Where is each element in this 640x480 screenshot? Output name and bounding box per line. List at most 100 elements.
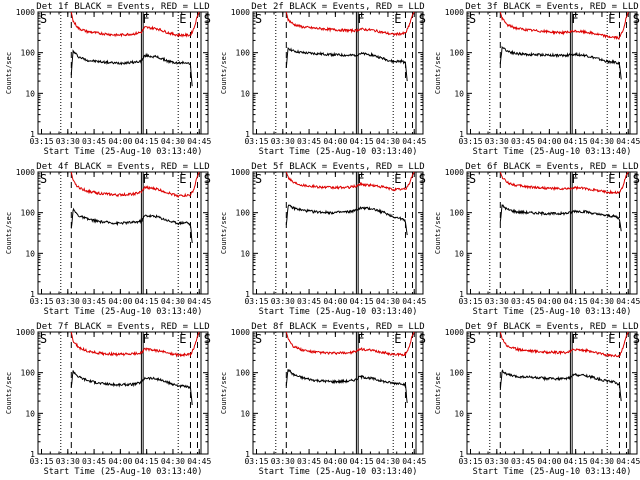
y-tick-label: 1000 [231, 168, 250, 177]
x-tick-label: 04:00 [323, 137, 347, 146]
y-axis-label: Counts/sec [434, 372, 442, 414]
y-axis-label: Counts/sec [5, 372, 13, 414]
events-series-line [70, 370, 193, 406]
y-axis-label: Counts/sec [5, 212, 13, 254]
plot-frame [37, 331, 209, 455]
x-axis-label: Start Time (25-Aug-10 03:13:40) [473, 467, 632, 477]
detector-panel: Det 7f BLACK = Events, RED = LLD 1 10 100 10… [5, 322, 211, 477]
x-axis-label: Start Time (25-Aug-10 03:13:40) [259, 307, 418, 317]
x-tick-label: 04:15 [135, 297, 159, 306]
event-marker-label: E [608, 172, 615, 186]
event-marker-label: E [179, 332, 186, 346]
x-tick-label: 04:45 [616, 137, 640, 146]
event-marker-label: S [469, 12, 476, 26]
y-axis-label: Counts/sec [434, 52, 442, 94]
y-tick-label: 10 [240, 249, 250, 258]
detector-panel: Det 3f BLACK = Events, RED = LLD 1 10 100 10… [434, 2, 640, 157]
y-tick-label: 1 [245, 450, 250, 459]
x-tick-label: 04:30 [161, 137, 185, 146]
x-tick-label: 04:30 [590, 297, 614, 306]
x-tick-label: 03:30 [56, 457, 80, 466]
x-tick-label: 04:00 [108, 137, 132, 146]
event-marker-label: S [204, 12, 211, 26]
y-tick-label: 100 [236, 369, 251, 378]
event-marker-label: E [608, 12, 615, 26]
x-tick-label: 04:15 [564, 297, 588, 306]
lld-series-line [70, 331, 200, 358]
x-tick-label: 04:15 [350, 137, 374, 146]
events-series-line [499, 369, 622, 402]
x-tick-label: 03:15 [244, 297, 268, 306]
x-tick-label: 04:00 [323, 297, 347, 306]
y-axis-label: Counts/sec [434, 212, 442, 254]
x-tick-label: 03:45 [297, 137, 321, 146]
event-marker-label: S [419, 172, 426, 186]
x-tick-label: 04:45 [402, 137, 426, 146]
plot-frame [466, 11, 638, 135]
y-axis-label: Counts/sec [5, 52, 13, 94]
plot-frame [252, 171, 424, 295]
detector-panel: Det 6f BLACK = Events, RED = LLD 1 10 100 10… [434, 162, 640, 317]
y-tick-label: 1 [30, 290, 35, 299]
x-tick-label: 03:30 [485, 137, 509, 146]
event-marker-label: E [394, 12, 401, 26]
y-tick-label: 10 [25, 249, 35, 258]
x-tick-label: 04:30 [161, 297, 185, 306]
x-tick-label: 03:45 [82, 457, 106, 466]
x-tick-label: 03:45 [82, 137, 106, 146]
x-tick-label: 03:45 [297, 457, 321, 466]
x-axis-label: Start Time (25-Aug-10 03:13:40) [44, 147, 203, 157]
events-series-line [499, 204, 622, 232]
plot-frame [37, 171, 209, 295]
x-tick-label: 04:00 [537, 137, 561, 146]
detector-panel: Det 4f BLACK = Events, RED = LLD 1 10 100 10… [5, 162, 211, 317]
x-tick-label: 03:30 [56, 137, 80, 146]
x-tick-label: 04:00 [108, 457, 132, 466]
lld-series-line [285, 11, 415, 37]
events-series-line [70, 207, 193, 244]
event-marker-label: S [40, 12, 47, 26]
x-axis-label: Start Time (25-Aug-10 03:13:40) [44, 307, 203, 317]
y-tick-label: 1000 [231, 8, 250, 17]
x-axis-label: Start Time (25-Aug-10 03:13:40) [44, 467, 203, 477]
panel-title: Det 9f BLACK = Events, RED = LLD [465, 322, 638, 332]
y-tick-label: 100 [21, 209, 36, 218]
event-marker-label: S [40, 172, 47, 186]
x-tick-label: 04:15 [135, 137, 159, 146]
x-tick-label: 04:30 [161, 457, 185, 466]
x-tick-label: 04:15 [350, 297, 374, 306]
event-marker-label: E [608, 332, 615, 346]
y-tick-label: 1000 [445, 8, 464, 17]
y-tick-label: 10 [454, 409, 464, 418]
y-tick-label: 10 [25, 409, 35, 418]
event-marker-label: S [419, 12, 426, 26]
detector-panel: Det 2f BLACK = Events, RED = LLD 1 10 100 10… [220, 2, 426, 157]
x-tick-label: 04:30 [590, 137, 614, 146]
x-tick-label: 03:30 [485, 297, 509, 306]
y-tick-label: 1 [459, 450, 464, 459]
x-tick-label: 03:30 [271, 137, 295, 146]
lld-series-line [499, 11, 629, 40]
panel-title: Det 3f BLACK = Events, RED = LLD [465, 2, 638, 12]
event-marker-label: E [394, 332, 401, 346]
event-marker-label: S [255, 12, 262, 26]
x-tick-label: 03:45 [511, 297, 535, 306]
y-axis-label: Counts/sec [220, 372, 228, 414]
x-tick-label: 04:45 [402, 297, 426, 306]
x-tick-label: 04:30 [376, 457, 400, 466]
lld-series-line [70, 11, 200, 38]
event-marker-label: F [142, 332, 149, 346]
x-tick-label: 04:45 [187, 297, 211, 306]
event-marker-label: F [142, 172, 149, 186]
panel-title: Det 7f BLACK = Events, RED = LLD [36, 322, 209, 332]
panel-title: Det 5f BLACK = Events, RED = LLD [251, 162, 424, 172]
detector-panel: Det 5f BLACK = Events, RED = LLD 1 10 100 10… [220, 162, 426, 317]
y-tick-label: 1000 [16, 168, 35, 177]
x-tick-label: 04:15 [564, 457, 588, 466]
lld-series-line [70, 171, 200, 199]
lld-series-line [499, 171, 629, 195]
x-tick-label: 04:00 [537, 297, 561, 306]
event-marker-label: F [142, 12, 149, 26]
y-tick-label: 1 [459, 130, 464, 139]
panel-title: Det 8f BLACK = Events, RED = LLD [251, 322, 424, 332]
